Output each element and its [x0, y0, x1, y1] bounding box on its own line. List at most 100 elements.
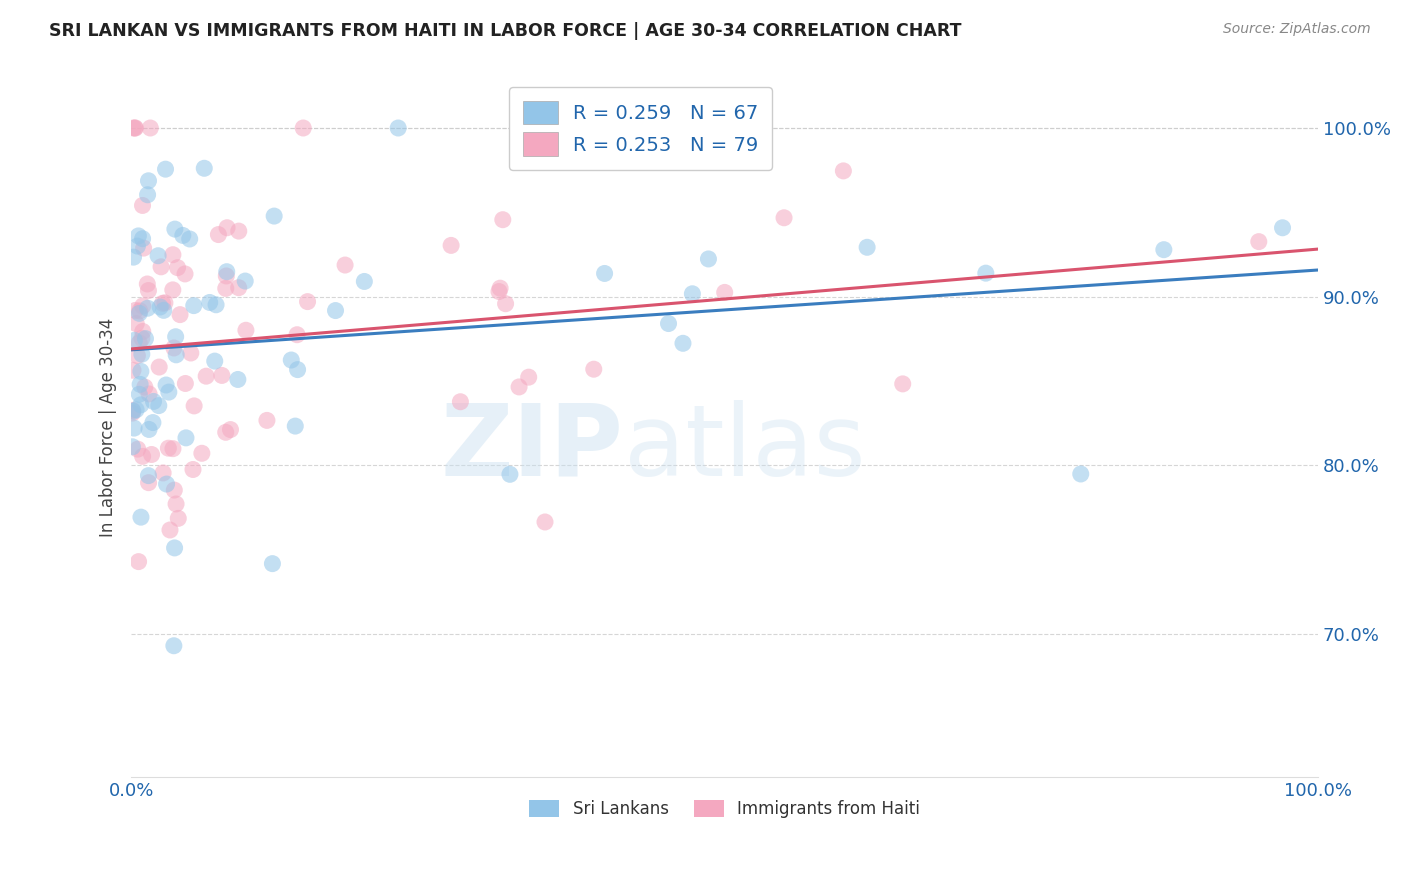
Point — [129, 510, 152, 524]
Point — [124, 334, 146, 348]
Point — [1271, 220, 1294, 235]
Point — [155, 162, 177, 177]
Point — [174, 267, 197, 281]
Point — [333, 258, 356, 272]
Point — [152, 296, 174, 310]
Point — [174, 376, 197, 391]
Point — [136, 301, 159, 316]
Point — [387, 120, 409, 135]
Point — [280, 353, 302, 368]
Point — [128, 555, 150, 569]
Point — [131, 347, 153, 361]
Text: ZIP: ZIP — [441, 400, 624, 497]
Point — [138, 422, 160, 436]
Point — [235, 323, 257, 337]
Point — [128, 387, 150, 401]
Point — [142, 394, 165, 409]
Point — [181, 462, 204, 476]
Point — [163, 483, 186, 497]
Point — [165, 329, 187, 343]
Point — [219, 423, 242, 437]
Point — [285, 327, 308, 342]
Point — [183, 399, 205, 413]
Point — [153, 296, 176, 310]
Point — [157, 385, 180, 400]
Point — [146, 249, 169, 263]
Point — [1070, 467, 1092, 481]
Point — [132, 325, 155, 339]
Point — [672, 336, 695, 351]
Point — [180, 346, 202, 360]
Point — [256, 413, 278, 427]
Point — [449, 394, 471, 409]
Point — [593, 267, 616, 281]
Point — [891, 376, 914, 391]
Point — [211, 368, 233, 383]
Legend: Sri Lankans, Immigrants from Haiti: Sri Lankans, Immigrants from Haiti — [523, 793, 927, 824]
Text: atlas: atlas — [624, 400, 866, 497]
Point — [832, 164, 855, 178]
Point — [142, 416, 165, 430]
Point — [163, 222, 186, 236]
Point — [127, 442, 149, 457]
Point — [127, 228, 149, 243]
Point — [508, 380, 530, 394]
Point — [159, 523, 181, 537]
Point — [127, 239, 149, 253]
Point — [163, 341, 186, 355]
Point — [174, 431, 197, 445]
Point — [325, 303, 347, 318]
Point — [284, 419, 307, 434]
Point — [128, 306, 150, 320]
Point — [165, 497, 187, 511]
Point — [179, 232, 201, 246]
Point — [198, 295, 221, 310]
Point — [129, 398, 152, 412]
Point — [215, 281, 238, 295]
Point — [128, 303, 150, 318]
Point — [122, 421, 145, 435]
Point — [657, 317, 679, 331]
Y-axis label: In Labor Force | Age 30-34: In Labor Force | Age 30-34 — [100, 318, 117, 537]
Point — [122, 120, 145, 135]
Point — [172, 228, 194, 243]
Point — [166, 260, 188, 275]
Point — [488, 285, 510, 299]
Point — [131, 450, 153, 464]
Point — [152, 303, 174, 318]
Point — [155, 477, 177, 491]
Point — [287, 362, 309, 376]
Point — [148, 399, 170, 413]
Point — [226, 372, 249, 386]
Point — [132, 241, 155, 255]
Point — [131, 198, 153, 212]
Text: Source: ZipAtlas.com: Source: ZipAtlas.com — [1223, 22, 1371, 37]
Point — [138, 284, 160, 298]
Point — [131, 331, 153, 345]
Point — [125, 317, 148, 331]
Point — [162, 248, 184, 262]
Point — [193, 161, 215, 176]
Point — [157, 441, 180, 455]
Point — [121, 440, 143, 454]
Point — [152, 466, 174, 480]
Text: SRI LANKAN VS IMMIGRANTS FROM HAITI IN LABOR FORCE | AGE 30-34 CORRELATION CHART: SRI LANKAN VS IMMIGRANTS FROM HAITI IN L… — [49, 22, 962, 40]
Point — [207, 227, 229, 242]
Point — [204, 354, 226, 368]
Point — [697, 252, 720, 266]
Point — [163, 639, 186, 653]
Point — [681, 286, 703, 301]
Point — [138, 387, 160, 401]
Point — [148, 359, 170, 374]
Point — [183, 299, 205, 313]
Point — [215, 265, 238, 279]
Point — [499, 467, 522, 482]
Point — [121, 403, 143, 417]
Point — [713, 285, 735, 300]
Point — [124, 120, 146, 135]
Point — [262, 557, 284, 571]
Point — [215, 268, 238, 283]
Point — [131, 232, 153, 246]
Point — [124, 303, 146, 318]
Point — [163, 541, 186, 555]
